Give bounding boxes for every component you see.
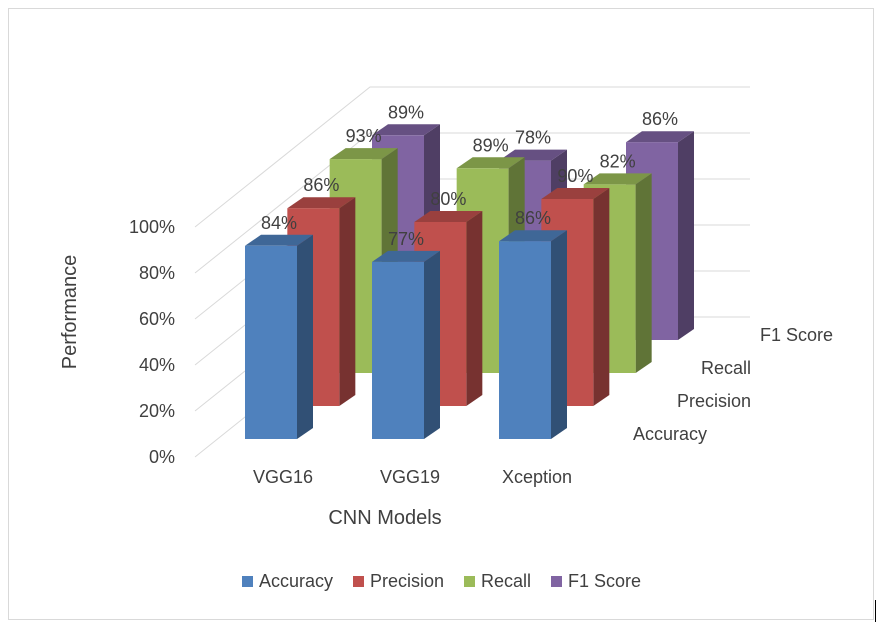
bar-top bbox=[414, 211, 483, 222]
depth-axis-label: F1 Score bbox=[760, 325, 833, 345]
gridline bbox=[194, 132, 750, 274]
legend: Accuracy Precision Recall F1 Score bbox=[0, 571, 883, 592]
bar-top bbox=[456, 157, 525, 169]
bar-side bbox=[678, 131, 694, 340]
y-tick-label: 100% bbox=[129, 217, 175, 237]
data-label: 89% bbox=[388, 102, 424, 122]
bar-side bbox=[593, 188, 610, 406]
data-label: 77% bbox=[388, 229, 424, 249]
bar-side bbox=[424, 250, 440, 439]
data-label: 86% bbox=[303, 175, 339, 195]
bar-top bbox=[329, 148, 398, 160]
bar-side bbox=[551, 230, 567, 439]
bar bbox=[372, 250, 440, 439]
x-tick-label: VGG16 bbox=[253, 467, 313, 487]
bar-front bbox=[245, 245, 297, 439]
legend-label: F1 Score bbox=[568, 571, 642, 591]
legend-label: Recall bbox=[481, 571, 532, 591]
y-tick-label: 20% bbox=[139, 401, 175, 421]
data-label: 80% bbox=[430, 189, 466, 209]
y-tick-label: 60% bbox=[139, 309, 175, 329]
legend-label: Precision bbox=[369, 571, 444, 591]
data-label: 84% bbox=[261, 213, 297, 233]
bar-top bbox=[541, 188, 610, 199]
bar-top bbox=[499, 230, 567, 242]
legend-item: Precision bbox=[352, 571, 444, 592]
x-tick-label: VGG19 bbox=[380, 467, 440, 487]
data-label: 86% bbox=[642, 109, 678, 129]
bar-top bbox=[372, 250, 440, 262]
legend-swatch bbox=[464, 576, 475, 587]
bar-side bbox=[635, 173, 652, 373]
legend-swatch bbox=[241, 576, 253, 587]
bar-top bbox=[583, 173, 652, 185]
gridline bbox=[194, 86, 750, 228]
y-tick-label: 40% bbox=[139, 355, 175, 375]
legend-swatch bbox=[352, 576, 364, 587]
bar-top bbox=[287, 197, 356, 209]
data-label: 93% bbox=[346, 126, 382, 146]
legend-item: F1 Score bbox=[551, 571, 641, 592]
bar-front bbox=[372, 261, 424, 439]
depth-axis-label: Precision bbox=[677, 391, 751, 411]
x-axis-title: CNN Models bbox=[328, 507, 441, 529]
data-label: 82% bbox=[600, 151, 636, 171]
x-tick-label: Xception bbox=[502, 467, 572, 487]
bar-side bbox=[339, 197, 356, 406]
legend-swatch bbox=[551, 576, 563, 587]
stray-mark bbox=[875, 600, 876, 622]
depth-axis-label: Recall bbox=[701, 358, 751, 378]
data-label: 90% bbox=[557, 166, 593, 186]
legend-item: Recall bbox=[464, 571, 531, 592]
data-label: 78% bbox=[515, 128, 551, 148]
bar bbox=[499, 230, 567, 439]
legend-label: Accuracy bbox=[258, 571, 333, 591]
data-label: 86% bbox=[515, 208, 551, 228]
legend-item: Accuracy bbox=[241, 571, 333, 592]
depth-axis-label: Accuracy bbox=[633, 424, 707, 444]
y-tick-label: 0% bbox=[149, 447, 175, 467]
bar-front bbox=[499, 241, 551, 439]
bar-side bbox=[297, 234, 313, 439]
bar-top bbox=[372, 124, 440, 136]
data-label: 89% bbox=[473, 135, 509, 155]
y-axis-title: Performance bbox=[59, 255, 81, 370]
bar-top bbox=[245, 234, 313, 246]
bar-side bbox=[466, 211, 483, 406]
y-tick-label: 80% bbox=[139, 263, 175, 283]
bar bbox=[245, 234, 313, 439]
bar-top bbox=[626, 131, 694, 143]
